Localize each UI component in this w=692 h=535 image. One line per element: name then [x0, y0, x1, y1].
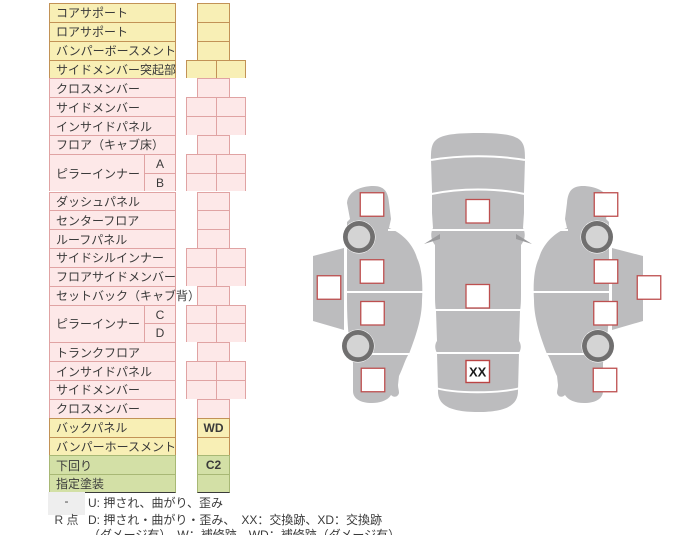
- svg-text:XX: XX: [469, 365, 487, 380]
